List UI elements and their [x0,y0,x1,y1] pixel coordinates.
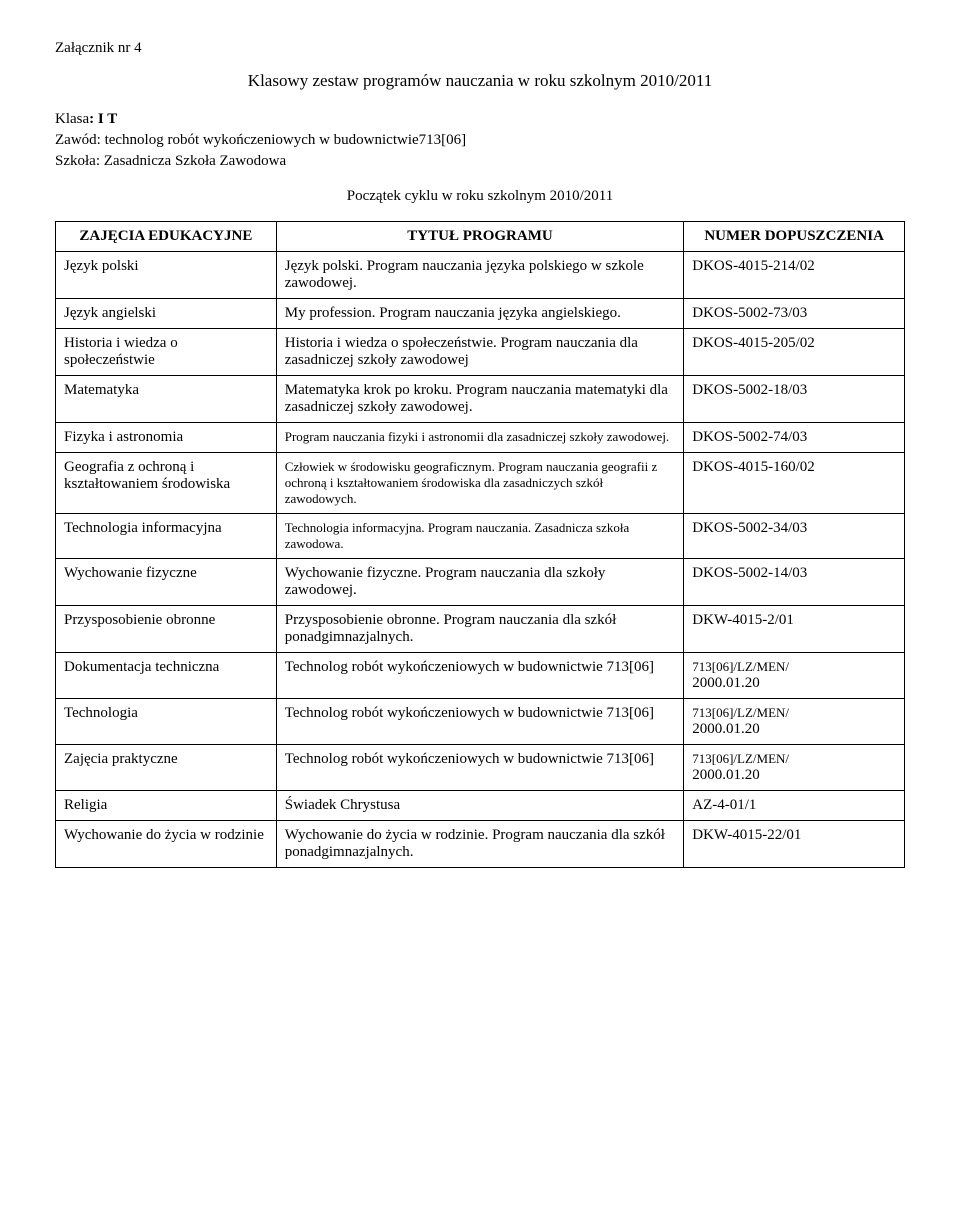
table-row: Wychowanie do życia w rodzinieWychowanie… [56,821,905,868]
cell-title: My profession. Program nauczania języka … [276,299,684,329]
cell-title: Wychowanie do życia w rodzinie. Program … [276,821,684,868]
page-title: Klasowy zestaw programów nauczania w rok… [55,71,905,91]
cell-subject: Dokumentacja techniczna [56,653,277,699]
cell-number: DKOS-4015-205/02 [684,329,905,376]
cell-number: DKOS-4015-214/02 [684,252,905,299]
cell-number: 713[06]/LZ/MEN/2000.01.20 [684,745,905,791]
table-row: Historia i wiedza o społeczeństwieHistor… [56,329,905,376]
cell-number: DKOS-5002-73/03 [684,299,905,329]
cell-title: Człowiek w środowisku geograficznym. Pro… [276,453,684,514]
table-row: Język polskiJęzyk polski. Program naucza… [56,252,905,299]
cell-title: Wychowanie fizyczne. Program nauczania d… [276,559,684,606]
cell-subject: Religia [56,791,277,821]
table-row: Przysposobienie obronnePrzysposobienie o… [56,606,905,653]
cell-subject: Historia i wiedza o społeczeństwie [56,329,277,376]
table-header-row: ZAJĘCIA EDUKACYJNE TYTUŁ PROGRAMU NUMER … [56,222,905,252]
cell-subject: Geografia z ochroną i kształtowaniem śro… [56,453,277,514]
cell-subject: Wychowanie do życia w rodzinie [56,821,277,868]
cell-number: 713[06]/LZ/MEN/2000.01.20 [684,699,905,745]
table-row: Technologia informacyjnaTechnologia info… [56,514,905,559]
header-number: NUMER DOPUSZCZENIA [684,222,905,252]
table-row: Wychowanie fizyczneWychowanie fizyczne. … [56,559,905,606]
table-row: Język angielskiMy profession. Program na… [56,299,905,329]
cell-title: Technolog robót wykończeniowych w budown… [276,653,684,699]
table-row: MatematykaMatematyka krok po kroku. Prog… [56,376,905,423]
cell-number: DKOS-4015-160/02 [684,453,905,514]
cell-number: DKOS-5002-34/03 [684,514,905,559]
cell-subject: Technologia [56,699,277,745]
school-line: Szkoła: Zasadnicza Szkoła Zawodowa [55,151,905,172]
class-info-block: Klasa: I T Zawód: technolog robót wykońc… [55,109,905,172]
cell-number: DKOS-5002-74/03 [684,423,905,453]
table-row: TechnologiaTechnolog robót wykończeniowy… [56,699,905,745]
cell-number: DKW-4015-2/01 [684,606,905,653]
table-row: Dokumentacja technicznaTechnolog robót w… [56,653,905,699]
cell-title: Przysposobienie obronne. Program nauczan… [276,606,684,653]
cell-number: 713[06]/LZ/MEN/2000.01.20 [684,653,905,699]
cell-subject: Język angielski [56,299,277,329]
cell-number: AZ-4-01/1 [684,791,905,821]
cell-subject: Fizyka i astronomia [56,423,277,453]
cell-title: Język polski. Program nauczania języka p… [276,252,684,299]
table-row: Zajęcia praktyczneTechnolog robót wykońc… [56,745,905,791]
cell-title: Matematyka krok po kroku. Program naucza… [276,376,684,423]
attachment-label: Załącznik nr 4 [55,40,905,57]
cell-title: Program nauczania fizyki i astronomii dl… [276,423,684,453]
table-row: Geografia z ochroną i kształtowaniem śro… [56,453,905,514]
cell-title: Technolog robót wykończeniowych w budown… [276,745,684,791]
header-title: TYTUŁ PROGRAMU [276,222,684,252]
cell-subject: Przysposobienie obronne [56,606,277,653]
cell-title: Świadek Chrystusa [276,791,684,821]
cell-number: DKOS-5002-18/03 [684,376,905,423]
cell-subject: Technologia informacyjna [56,514,277,559]
cell-subject: Wychowanie fizyczne [56,559,277,606]
class-label: Klasa [55,111,89,127]
cell-title: Technolog robót wykończeniowych w budown… [276,699,684,745]
table-row: ReligiaŚwiadek ChrystusaAZ-4-01/1 [56,791,905,821]
cell-title: Historia i wiedza o społeczeństwie. Prog… [276,329,684,376]
cell-subject: Język polski [56,252,277,299]
cell-number: DKOS-5002-14/03 [684,559,905,606]
table-row: Fizyka i astronomiaProgram nauczania fiz… [56,423,905,453]
cell-number: DKW-4015-22/01 [684,821,905,868]
cycle-start: Początek cyklu w roku szkolnym 2010/2011 [55,188,905,205]
curriculum-table: ZAJĘCIA EDUKACYJNE TYTUŁ PROGRAMU NUMER … [55,221,905,868]
cell-subject: Matematyka [56,376,277,423]
header-subject: ZAJĘCIA EDUKACYJNE [56,222,277,252]
profession-line: Zawód: technolog robót wykończeniowych w… [55,130,905,151]
class-value: : I T [89,111,117,127]
cell-title: Technologia informacyjna. Program naucza… [276,514,684,559]
cell-subject: Zajęcia praktyczne [56,745,277,791]
